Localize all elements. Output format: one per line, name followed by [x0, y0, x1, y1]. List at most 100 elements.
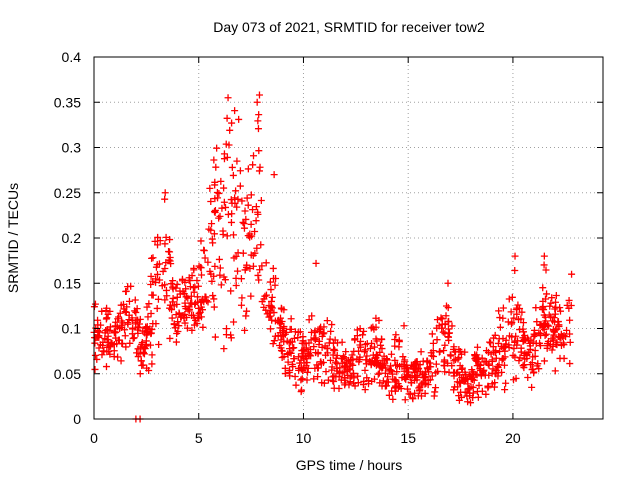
- data-point: [461, 370, 469, 378]
- data-point: [531, 346, 539, 354]
- data-point: [161, 189, 169, 197]
- data-point: [322, 368, 330, 376]
- data-point: [236, 167, 244, 175]
- data-point: [287, 325, 295, 333]
- data-point: [306, 346, 314, 354]
- data-point: [560, 354, 568, 362]
- data-point: [136, 350, 144, 358]
- data-point: [473, 343, 481, 351]
- data-point: [231, 194, 239, 202]
- data-point: [271, 317, 279, 325]
- y-tick-label: 0.1: [62, 321, 82, 337]
- data-point: [308, 312, 316, 320]
- data-point: [217, 177, 225, 185]
- data-point: [406, 373, 414, 381]
- data-point: [228, 163, 236, 171]
- data-point: [161, 281, 169, 289]
- data-point: [511, 353, 519, 361]
- data-point: [524, 373, 532, 381]
- data-point: [419, 357, 427, 365]
- data-point: [91, 365, 99, 373]
- data-point: [484, 348, 492, 356]
- data-point: [166, 257, 174, 265]
- data-point: [315, 341, 323, 349]
- data-point: [287, 315, 295, 323]
- data-point: [243, 194, 251, 202]
- data-point: [229, 171, 237, 179]
- data-point: [392, 361, 400, 369]
- data-point: [148, 291, 156, 299]
- data-point: [303, 368, 311, 376]
- data-point: [247, 292, 255, 300]
- data-point: [94, 328, 102, 336]
- data-point: [415, 384, 423, 392]
- data-point: [496, 314, 504, 322]
- data-point: [403, 385, 411, 393]
- data-point: [492, 354, 500, 362]
- data-point: [361, 386, 369, 394]
- data-point: [161, 240, 169, 248]
- data-point: [460, 377, 468, 385]
- data-point: [210, 303, 218, 311]
- data-point: [159, 267, 167, 275]
- data-point: [563, 326, 571, 334]
- data-point: [557, 334, 565, 342]
- data-point: [215, 214, 223, 222]
- data-point: [470, 371, 478, 379]
- data-point: [486, 338, 494, 346]
- data-point: [475, 381, 483, 389]
- data-point: [215, 255, 223, 263]
- data-point: [220, 273, 228, 281]
- data-point: [529, 338, 537, 346]
- data-point: [519, 319, 527, 327]
- data-point: [552, 298, 560, 306]
- data-point: [391, 335, 399, 343]
- y-tick-label: 0.35: [54, 94, 81, 110]
- data-point: [147, 329, 155, 337]
- data-point: [333, 352, 341, 360]
- x-tick-label: 15: [400, 430, 416, 446]
- data-point: [375, 369, 383, 377]
- data-point: [161, 296, 169, 304]
- data-point: [307, 336, 315, 344]
- data-point: [230, 231, 238, 239]
- x-axis-label: GPS time / hours: [296, 457, 403, 473]
- data-point: [117, 301, 125, 309]
- data-point: [454, 355, 462, 363]
- data-point: [224, 210, 232, 218]
- data-point: [106, 343, 114, 351]
- data-point: [495, 307, 503, 315]
- data-point: [549, 327, 557, 335]
- data-point: [296, 328, 304, 336]
- data-point: [186, 277, 194, 285]
- data-point: [247, 251, 255, 259]
- data-point: [566, 338, 574, 346]
- data-point: [227, 331, 235, 339]
- data-point: [323, 344, 331, 352]
- data-point: [427, 349, 435, 357]
- data-point: [363, 352, 371, 360]
- data-point: [210, 230, 218, 238]
- data-point: [206, 267, 214, 275]
- data-point: [122, 308, 130, 316]
- data-point: [379, 377, 387, 385]
- data-point: [453, 369, 461, 377]
- data-point: [194, 313, 202, 321]
- data-point: [198, 306, 206, 314]
- data-point: [482, 358, 490, 366]
- data-point: [125, 297, 133, 305]
- data-point: [439, 328, 447, 336]
- data-point: [122, 343, 130, 351]
- data-point: [154, 295, 162, 303]
- data-point: [170, 320, 178, 328]
- data-point: [247, 191, 255, 199]
- data-point: [512, 374, 520, 382]
- data-point: [297, 376, 305, 384]
- grid-layer: [94, 57, 603, 419]
- y-tick-label: 0.25: [54, 185, 81, 201]
- data-point: [175, 322, 183, 330]
- data-point: [181, 319, 189, 327]
- data-point: [542, 266, 550, 274]
- data-point: [524, 334, 532, 342]
- data-point: [299, 367, 307, 375]
